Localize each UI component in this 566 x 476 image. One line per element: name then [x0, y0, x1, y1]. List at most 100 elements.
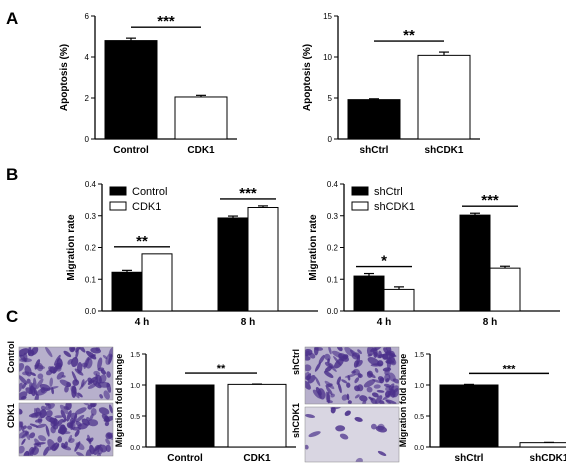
cell: [100, 369, 107, 375]
cell: [98, 407, 110, 415]
cell: [90, 354, 96, 358]
x-tick-label: CDK1: [187, 145, 215, 156]
significance-stars: *: [381, 253, 387, 270]
cell: [59, 379, 71, 388]
cell: [315, 387, 322, 396]
cell: [355, 457, 363, 462]
cell: [56, 371, 65, 380]
cell: [75, 414, 85, 423]
cell: [46, 386, 59, 390]
cell: [56, 418, 64, 427]
y-axis-label: Apoptosis (%): [302, 44, 313, 111]
cell: [69, 347, 75, 353]
cell: [336, 376, 342, 385]
cell: [55, 364, 62, 372]
cell: [93, 370, 101, 376]
cell: [33, 377, 37, 390]
chart-a-shctrl-vs-shcdk1: 0 5 10 15 Apoptosis (%) shCtrl shCDK1 **: [302, 12, 480, 156]
cell: [87, 419, 99, 427]
cell: [33, 442, 46, 446]
cell: [105, 432, 113, 440]
micrograph-shcdk1-border: [304, 406, 400, 463]
cell: [93, 444, 100, 456]
cell: [324, 380, 335, 390]
cell: [49, 417, 60, 426]
bar-cdk1-4h: [141, 253, 173, 312]
cell: [314, 362, 321, 372]
cell: [19, 445, 25, 454]
x-tick-label: 4 h: [135, 317, 149, 328]
y-tick-label: 1.5: [414, 352, 424, 359]
cell: [19, 382, 23, 394]
cell: [324, 361, 335, 369]
y-tick-label: 0.2: [327, 244, 339, 253]
cell: [315, 376, 321, 387]
bar-control-8h: [217, 217, 249, 312]
cell: [23, 352, 28, 363]
y-tick-label: 2: [85, 94, 90, 103]
cell: [371, 379, 383, 384]
cell: [71, 371, 78, 383]
cell: [83, 403, 90, 406]
significance-stars: ***: [239, 185, 257, 202]
cell: [354, 394, 360, 399]
cell: [66, 410, 72, 422]
cell: [81, 379, 85, 388]
cell: [103, 390, 110, 400]
y-tick-label: 0.4: [327, 180, 339, 189]
cell: [37, 373, 44, 380]
significance-stars: ***: [481, 192, 499, 209]
cell: [325, 386, 333, 395]
cell: [106, 382, 112, 393]
cell: [75, 420, 82, 427]
legend-swatch-cdk1: [109, 201, 127, 211]
cell: [374, 367, 379, 373]
bar-shctrl: [347, 99, 401, 140]
cell: [324, 353, 331, 361]
cell: [27, 349, 35, 357]
micrograph-control-image: [18, 346, 114, 401]
cell: [74, 429, 80, 437]
cell: [373, 384, 381, 389]
cell: [305, 380, 311, 390]
cell: [342, 354, 349, 360]
cell: [371, 392, 379, 398]
cell: [26, 378, 31, 384]
cell: [57, 436, 63, 443]
cell: [99, 444, 107, 453]
panel-label-b: B: [6, 165, 18, 184]
y-tick-label: 0.1: [85, 275, 97, 284]
cell: [95, 373, 98, 385]
cell: [21, 425, 25, 433]
cell: [357, 372, 362, 378]
y-tick-label: 0.5: [130, 414, 140, 421]
x-tick-label: Control: [113, 145, 149, 156]
cell: [63, 441, 68, 449]
cell: [48, 404, 52, 409]
cell: [62, 418, 67, 423]
bar-shcdk1-4h: [383, 288, 415, 312]
y-tick-label: 1.5: [130, 352, 140, 359]
cell: [76, 347, 86, 353]
cell: [83, 356, 90, 369]
cell: [39, 409, 47, 419]
cell: [74, 441, 81, 452]
bar-shctrl-4h: [353, 275, 385, 312]
y-tick-label: 10: [323, 53, 332, 62]
micrograph-shctrl-image: [304, 346, 400, 405]
micrograph-label-shcdk1: shCDK1: [291, 403, 301, 438]
cell: [34, 364, 46, 370]
cell: [377, 360, 384, 367]
cell: [59, 404, 69, 415]
cell: [45, 425, 50, 437]
cell: [29, 423, 39, 428]
bar-shctrl: [439, 384, 499, 448]
cell: [61, 375, 66, 378]
micrograph-control-cells: [19, 347, 113, 400]
x-tick-label: Control: [167, 453, 203, 464]
cell: [34, 393, 39, 400]
cell: [367, 353, 372, 357]
cell: [33, 407, 38, 418]
cell: [77, 392, 83, 398]
cell: [46, 369, 53, 376]
